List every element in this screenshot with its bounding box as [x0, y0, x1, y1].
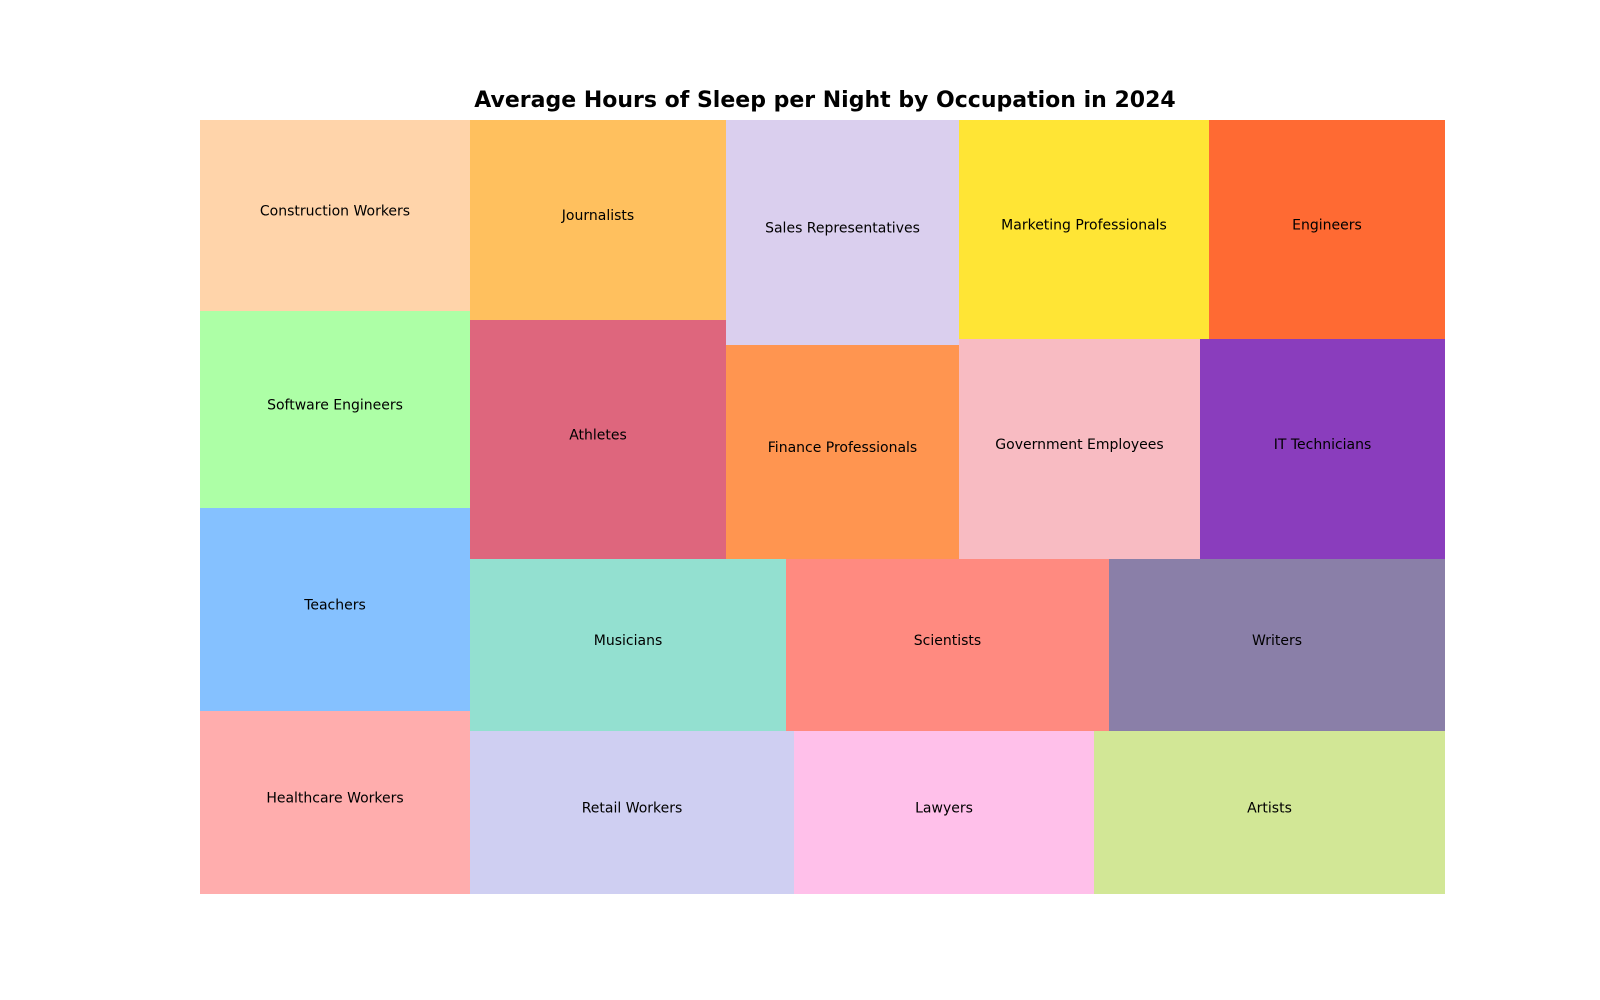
treemap-cell-label: Retail Workers	[582, 801, 683, 817]
treemap-cell-label: Artists	[1247, 801, 1292, 817]
treemap-cell-rect	[726, 345, 959, 559]
treemap-cell-writers: Writers	[1109, 559, 1445, 731]
treemap-cell-engineers: Engineers	[1209, 120, 1445, 339]
treemap-cell-label: Sales Representatives	[765, 221, 920, 237]
treemap-cell-rect	[200, 711, 470, 894]
treemap-cell-label: Musicians	[594, 633, 662, 649]
treemap-cell-label: Scientists	[914, 633, 981, 649]
treemap-cell-retail-workers: Retail Workers	[470, 731, 794, 894]
treemap-cell-athletes: Athletes	[470, 320, 726, 559]
treemap-cell-construction-workers: Construction Workers	[200, 120, 470, 311]
treemap-cell-sales-representatives: Sales Representatives	[726, 120, 959, 345]
treemap-cell-healthcare-workers: Healthcare Workers	[200, 711, 470, 894]
treemap-cell-rect	[200, 311, 470, 508]
treemap-cell-artists: Artists	[1094, 731, 1445, 894]
treemap-cell-label: Engineers	[1292, 218, 1362, 234]
treemap-cell-rect	[959, 339, 1200, 559]
treemap-cell-label: Finance Professionals	[768, 440, 917, 456]
treemap-cell-journalists: Journalists	[470, 120, 726, 320]
treemap-cell-rect	[1200, 339, 1445, 559]
treemap-cell-software-engineers: Software Engineers	[200, 311, 470, 508]
treemap-cell-scientists: Scientists	[786, 559, 1109, 731]
treemap-cell-rect	[794, 731, 1094, 894]
treemap-cell-musicians: Musicians	[470, 559, 786, 731]
treemap-cell-label: Healthcare Workers	[266, 791, 403, 807]
treemap-cell-marketing-professionals: Marketing Professionals	[959, 120, 1209, 339]
treemap-cell-label: IT Technicians	[1274, 437, 1372, 453]
treemap-cell-label: Writers	[1252, 633, 1302, 649]
treemap-cell-label: Marketing Professionals	[1001, 218, 1167, 234]
treemap-cell-label: Journalists	[561, 208, 634, 224]
treemap-cell-rect	[959, 120, 1209, 339]
treemap-cell-label: Teachers	[303, 598, 366, 614]
treemap-cell-government-employees: Government Employees	[959, 339, 1200, 559]
treemap-cell-rect	[200, 508, 470, 711]
treemap-cell-rect	[200, 120, 470, 311]
treemap-cell-teachers: Teachers	[200, 508, 470, 711]
treemap-cell-rect	[1109, 559, 1445, 731]
treemap-cell-rect	[470, 731, 794, 894]
treemap-cell-rect	[726, 120, 959, 345]
treemap-cell-rect	[470, 120, 726, 320]
treemap-cell-rect	[1094, 731, 1445, 894]
treemap-cell-finance-professionals: Finance Professionals	[726, 345, 959, 559]
treemap-cell-label: Lawyers	[915, 801, 973, 817]
treemap-cell-rect	[470, 320, 726, 559]
treemap-cell-label: Software Engineers	[267, 398, 403, 414]
treemap-cell-it-technicians: IT Technicians	[1200, 339, 1445, 559]
treemap-cell-label: Athletes	[569, 428, 627, 444]
treemap-cell-rect	[470, 559, 786, 731]
treemap-cell-lawyers: Lawyers	[794, 731, 1094, 894]
treemap-cell-rect	[786, 559, 1109, 731]
chart-title: Average Hours of Sleep per Night by Occu…	[474, 88, 1176, 113]
treemap-cell-label: Construction Workers	[260, 204, 410, 220]
treemap-cell-label: Government Employees	[995, 437, 1163, 453]
treemap-cell-rect	[1209, 120, 1445, 339]
